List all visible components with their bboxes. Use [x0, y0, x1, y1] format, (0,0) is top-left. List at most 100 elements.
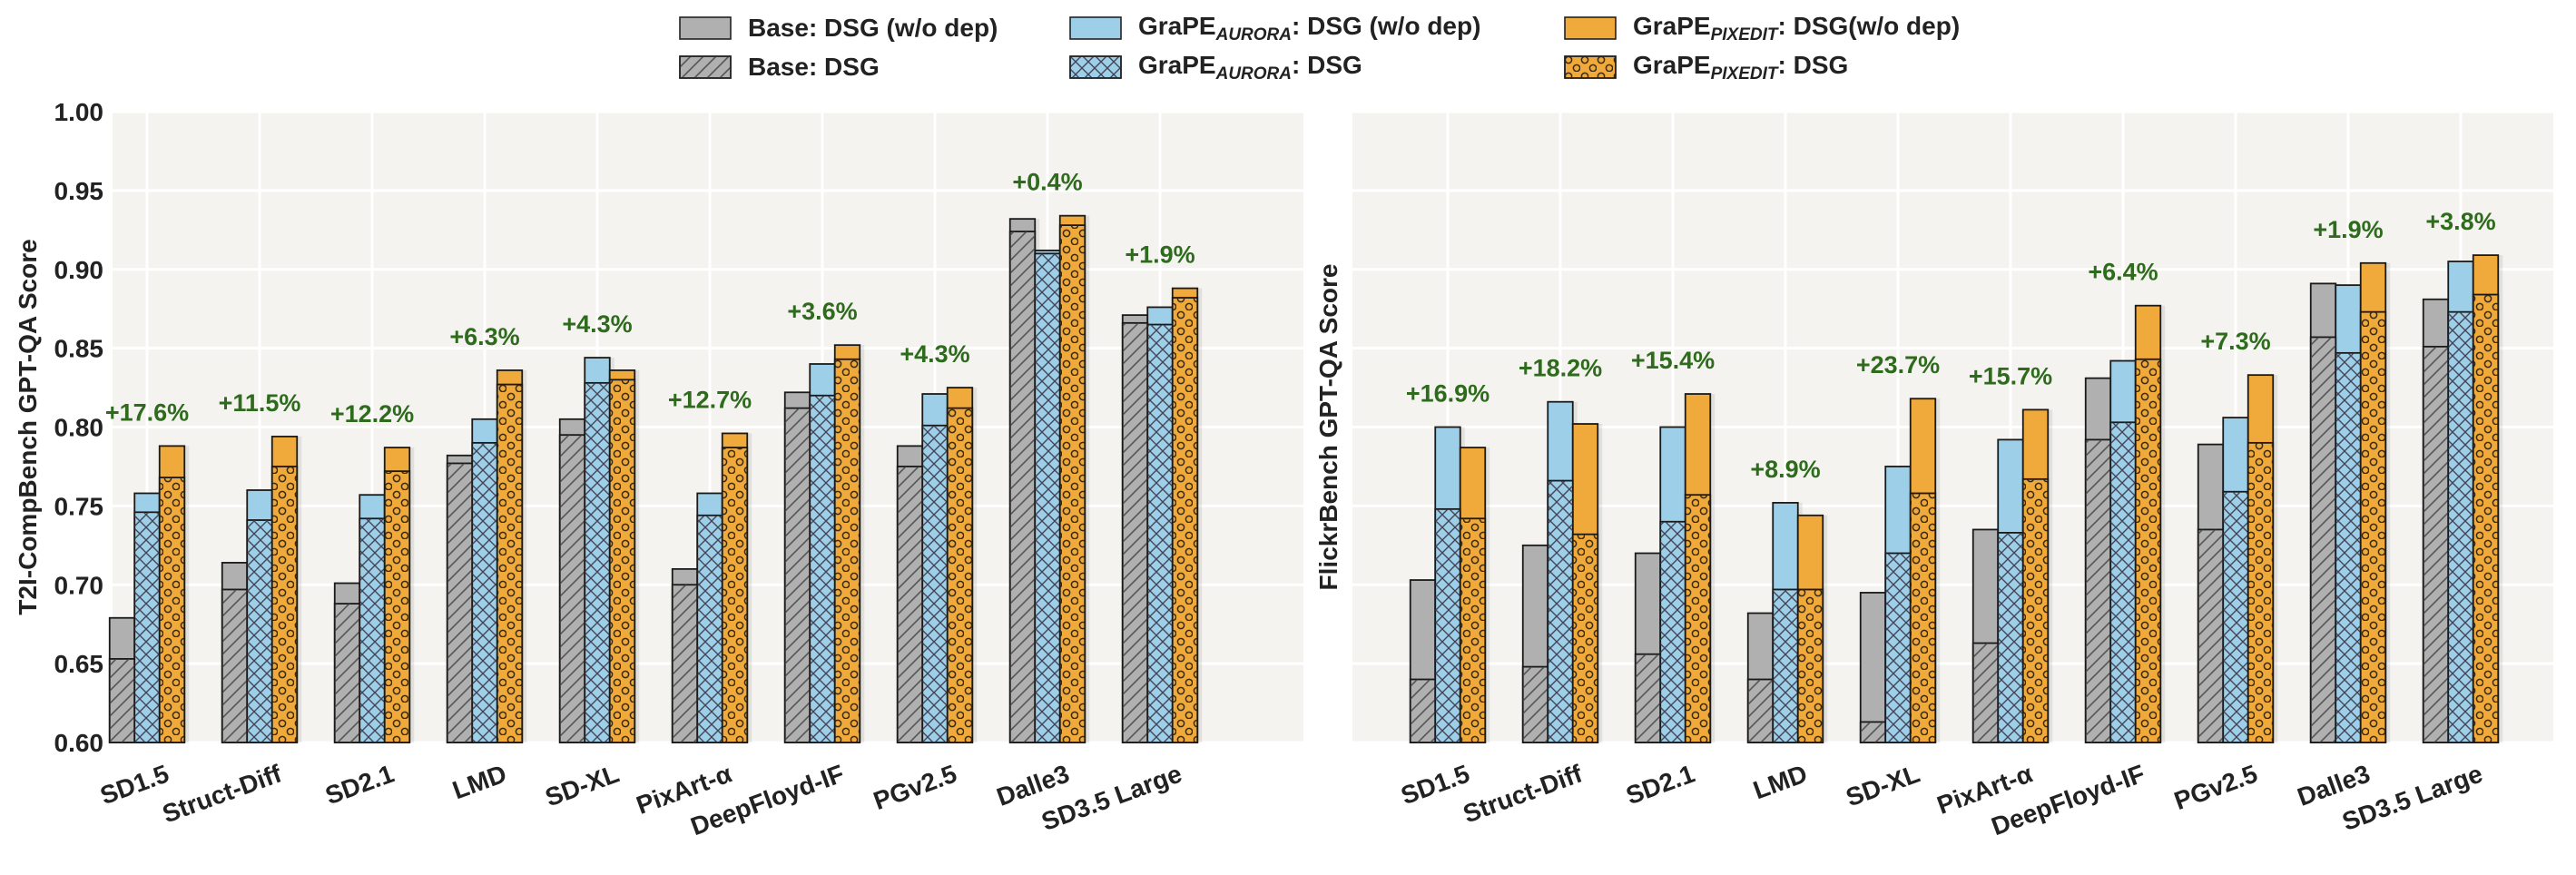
y-tick-label: 0.75 — [54, 492, 104, 520]
bar — [359, 517, 386, 743]
legend-item: GraPEAURORA: DSG — [1069, 51, 1362, 84]
bar — [1572, 534, 1598, 743]
x-tick-label: SD2.1 — [321, 760, 398, 811]
bar — [1172, 297, 1198, 743]
bar — [1522, 665, 1549, 743]
bar — [1009, 231, 1036, 743]
legend-swatch — [1564, 16, 1617, 40]
bar — [1747, 678, 1774, 743]
bar — [2423, 346, 2449, 743]
improvement-label: +18.2% — [1519, 355, 1602, 382]
bar — [447, 462, 473, 743]
improvement-label: +23.7% — [1856, 351, 1940, 379]
bar — [271, 466, 298, 743]
improvement-label: +6.4% — [2088, 259, 2158, 286]
bar — [722, 447, 748, 743]
bar — [1635, 654, 1661, 743]
x-tick-label: Struct-Diff — [1460, 759, 1587, 828]
bar-group — [783, 344, 865, 743]
bar-group — [671, 432, 752, 743]
improvement-label: +7.3% — [2200, 328, 2270, 355]
improvement-label: +1.9% — [1125, 241, 1195, 269]
legend-item: Base: DSG (w/o dep) — [679, 12, 998, 44]
bar — [246, 519, 273, 743]
improvement-label: +15.7% — [1969, 362, 2052, 389]
y-tick-label: 0.85 — [54, 335, 104, 363]
bar — [2247, 442, 2274, 743]
bar — [1410, 678, 1436, 743]
bar — [1884, 552, 1912, 743]
improvement-label: +11.5% — [219, 389, 301, 417]
bar — [1772, 588, 1799, 743]
x-tick-label: LMD — [448, 760, 510, 805]
bar — [1860, 721, 1886, 743]
improvement-label: +16.9% — [1406, 380, 1490, 408]
bar — [672, 584, 698, 743]
bar — [1034, 252, 1061, 743]
legend-label: Base: DSG (w/o dep) — [748, 14, 998, 42]
improvement-label: +8.9% — [1750, 456, 1820, 483]
bar-group — [1121, 287, 1203, 743]
bar-group — [446, 369, 527, 743]
bar — [609, 379, 635, 743]
y-tick-label: 0.95 — [54, 177, 104, 205]
bar — [1859, 592, 1887, 743]
legend-swatch — [1564, 55, 1617, 79]
legend-item: GraPEAURORA: DSG (w/o dep) — [1069, 12, 1480, 44]
legend-swatch — [679, 55, 732, 79]
legend-item: GraPEPIXEDIT: DSG — [1564, 51, 1848, 84]
y-tick-label: 0.70 — [54, 571, 104, 599]
bar — [559, 434, 585, 743]
legend-label: Base: DSG — [748, 53, 880, 81]
x-tick-label: SD-XL — [1843, 760, 1924, 812]
bar-group — [2422, 254, 2503, 743]
bar — [809, 395, 836, 743]
bar — [1910, 492, 1936, 743]
bar — [1797, 588, 1824, 743]
legend-swatch — [679, 16, 732, 40]
bar-group — [1971, 408, 2053, 743]
y-tick-label: 0.90 — [54, 256, 104, 284]
legend-label: GraPEAURORA: DSG — [1138, 50, 1362, 84]
bar — [2222, 491, 2249, 743]
bar — [1460, 517, 1486, 743]
improvement-label: +15.4% — [1631, 347, 1715, 374]
bar — [2109, 421, 2137, 743]
improvement-label: +12.7% — [668, 386, 752, 413]
bar — [221, 588, 248, 743]
y-tick-label: 1.00 — [54, 98, 104, 126]
bar — [1547, 479, 1574, 743]
improvement-label: +3.8% — [2425, 208, 2495, 235]
improvement-label: +12.2% — [330, 400, 414, 428]
improvement-label: +1.9% — [2313, 216, 2383, 243]
x-tick-label: Struct-Diff — [159, 759, 286, 828]
bar — [947, 408, 973, 743]
legend-item: GraPEPIXEDIT: DSG(w/o dep) — [1564, 12, 1960, 44]
bar — [334, 603, 360, 743]
bar — [109, 658, 135, 743]
x-tick-label: LMD — [1749, 760, 1811, 805]
bar-group — [896, 387, 978, 743]
bar — [2135, 359, 2161, 743]
bar-group — [558, 357, 640, 743]
x-tick-label: PGv2.5 — [2170, 760, 2261, 816]
legend: Base: DSG (w/o dep) Base: DSG GraPEAURORA:… — [0, 0, 2576, 109]
bar — [1659, 521, 1686, 743]
bar — [696, 515, 723, 743]
bar-group — [2309, 261, 2391, 743]
bar — [1122, 322, 1148, 743]
bar — [784, 408, 811, 743]
chart-panel-2: FlickrBench GPT-QA Score +16.9%SD1.5+18.2… — [1314, 110, 2553, 841]
bar-group — [1008, 214, 1090, 743]
improvement-label: +17.6% — [105, 398, 189, 426]
bar-group — [108, 445, 190, 743]
bar — [384, 470, 410, 743]
y-axis-label: T2I-CompBench GPT-QA Score — [14, 239, 42, 614]
bar — [2447, 311, 2474, 743]
improvement-label: +0.4% — [1012, 169, 1082, 196]
x-tick-label: SD-XL — [542, 760, 624, 812]
bar-group — [1634, 393, 1716, 743]
bar-group — [1746, 502, 1828, 743]
bar — [2310, 336, 2336, 743]
